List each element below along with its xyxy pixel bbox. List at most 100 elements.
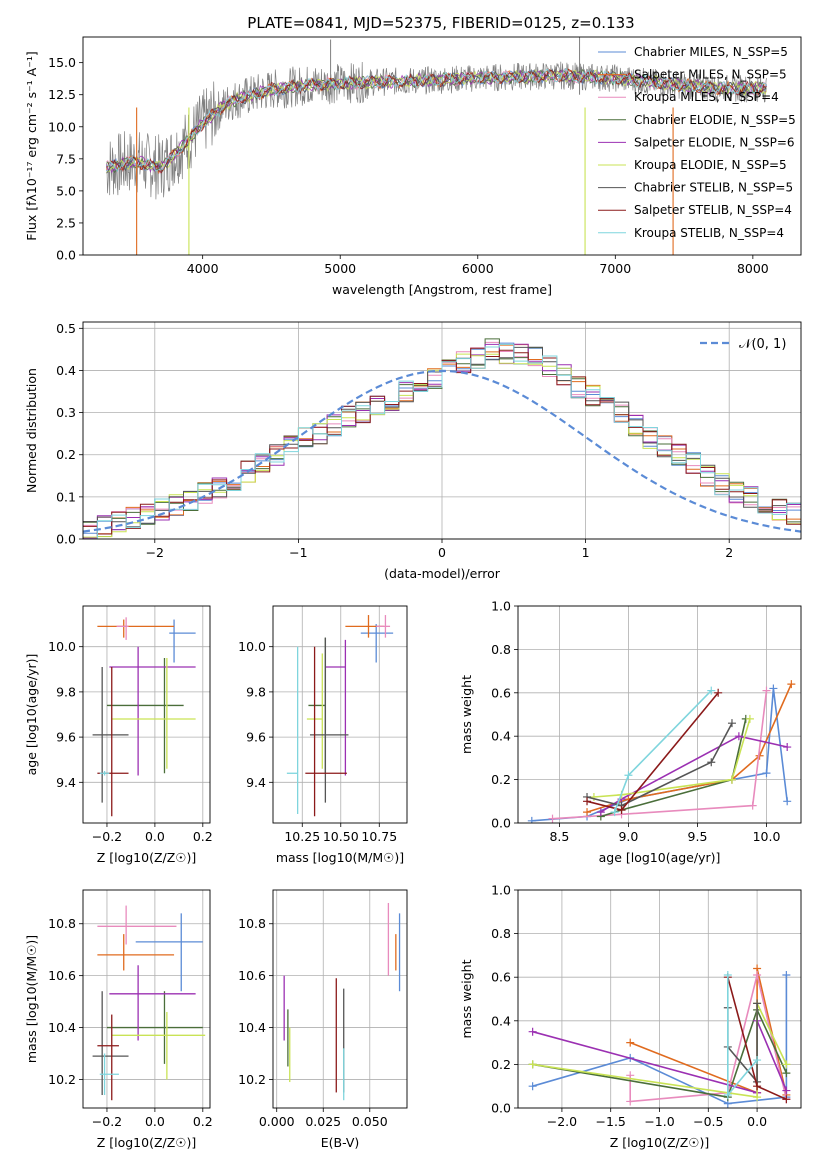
legend-label: Salpeter MILES, N_SSP=5 (634, 68, 787, 82)
x-axis-label: age [log10(age/yr)] (599, 850, 721, 865)
x-tick-label: −2 (146, 545, 164, 560)
y-tick-label: 2.5 (56, 215, 76, 230)
y-tick-label: 5.0 (56, 183, 76, 198)
legend-label: Kroupa ELODIE, N_SSP=5 (634, 158, 787, 172)
mass_vs_Z-panel: −0.2 0.0 0.2 10.2 10.4 10.6 10.8 Z [log10(Z/Z☉)… (24, 889, 213, 1150)
x-tick-label: 0.0 (145, 1114, 165, 1129)
x-tick-label: 10.0 (753, 829, 781, 844)
y-tick-label: 10.2 (238, 1072, 266, 1087)
y-tick-label: 10.6 (238, 968, 266, 983)
y-tick-label: 7.5 (56, 151, 76, 166)
y-tick-label: 10.6 (48, 968, 76, 983)
weight-marker-kroupa_elodie (745, 714, 754, 723)
y-tick-label: 0.2 (56, 447, 76, 462)
y-axis-label: age [log10(age/yr)] (24, 654, 39, 776)
x-tick-label: −1 (289, 545, 307, 560)
weight-marker-chabrier_stelib (753, 999, 762, 1008)
x-tick-label: −0.2 (92, 829, 122, 844)
x-tick-label: 10.50 (323, 829, 359, 844)
y-tick-label: 0.6 (491, 685, 511, 700)
weight-marker-kroupa_elodie (753, 1093, 762, 1102)
model-line-chabrier_elodie (106, 68, 767, 174)
y-tick-label: 10.8 (48, 916, 76, 931)
weight-marker-salpeter_stelib (714, 688, 723, 697)
weight-marker-kroupa_elodie (528, 1060, 537, 1069)
model-line-chabrier_stelib (106, 68, 767, 174)
x-tick-label: 5000 (324, 261, 356, 276)
weight-line-kroupa_miles (552, 690, 768, 820)
legend-label: 𝒩(0, 1) (739, 337, 786, 352)
weight-line-chabrier_elodie (532, 1007, 788, 1099)
axes-frame (272, 889, 408, 1109)
legend-label: Kroupa STELIB, N_SSP=4 (634, 226, 784, 240)
weight-marker-salpeter_elodie (734, 732, 743, 741)
weight-line-salpeter_miles (586, 683, 793, 813)
x-tick-label: −1.5 (596, 1114, 626, 1129)
x-tick-label: 2 (725, 545, 733, 560)
weight-marker-salpeter_elodie (782, 1086, 791, 1095)
mass_vs_Z-data (92, 905, 206, 1101)
y-tick-label: 1.0 (491, 883, 511, 898)
axes-frame (82, 605, 211, 824)
y-tick-label: 0.1 (56, 489, 76, 504)
x-tick-label: 0.050 (352, 1114, 388, 1129)
x-tick-label: 1 (582, 545, 590, 560)
weight-marker-salpeter_elodie (596, 808, 605, 817)
age_vs_Z-data (92, 617, 196, 817)
weight-marker-salpeter_elodie (783, 743, 792, 752)
y-tick-label: 15.0 (48, 55, 76, 70)
y-tick-label: 9.6 (56, 730, 76, 745)
residuals-data (83, 338, 801, 539)
legend-label: Chabrier ELODIE, N_SSP=5 (634, 113, 796, 127)
x-tick-label: 8.5 (549, 829, 569, 844)
weight-marker-chabrier_stelib (727, 719, 736, 728)
x-tick-label: −1.0 (644, 1114, 674, 1129)
y-tick-label: 0.8 (491, 926, 511, 941)
x-axis-label: mass [log10(M/M☉)] (276, 850, 404, 865)
x-tick-label: 0.2 (193, 1114, 213, 1129)
y-tick-label: 0.8 (491, 642, 511, 657)
axes-frame (517, 605, 802, 824)
weight-marker-kroupa_elodie (782, 1060, 791, 1069)
legend-label: Salpeter STELIB, N_SSP=4 (634, 203, 792, 217)
weight_vs_Z-panel: −2.0 −1.5 −1.0 −0.5 0.0 0.0 0.2 0.4 0.6 0.8 1.0 Z [… (459, 883, 802, 1150)
x-axis-label: Z [log10(Z/Z☉)] (97, 850, 197, 865)
legend-label: Chabrier STELIB, N_SSP=5 (634, 181, 793, 195)
weight-marker-chabrier_miles (783, 797, 792, 806)
y-axis-label: Flux [fλ10⁻¹⁷ erg cm⁻² s⁻¹ A⁻¹] (24, 51, 39, 240)
y-tick-label: 1.0 (491, 599, 511, 614)
axes-frame (272, 605, 408, 824)
x-tick-label: −0.2 (92, 1114, 122, 1129)
weight-marker-kroupa_stelib (707, 686, 716, 695)
weight-marker-kroupa_miles (748, 801, 757, 810)
y-tick-label: 10.0 (48, 639, 76, 654)
chart-title: PLATE=0841, MJD=52375, FIBERID=0125, z=0… (247, 14, 634, 32)
y-tick-label: 0.4 (491, 1013, 511, 1028)
weight-line-chabrier_miles (531, 688, 788, 822)
y-axis-label: mass weight (459, 959, 474, 1038)
histogram-chabrier_elodie (83, 338, 801, 537)
weight-marker-kroupa_stelib (610, 808, 619, 817)
y-tick-label: 10.4 (48, 1020, 76, 1035)
y-tick-label: 10.0 (238, 639, 266, 654)
age_vs_Z-panel: −0.2 0.0 0.2 9.4 9.6 9.8 10.0 Z [log10(Z/Z☉)] ag… (24, 605, 213, 865)
y-tick-label: 0.2 (491, 1057, 511, 1072)
weight-marker-kroupa_stelib (723, 971, 732, 980)
weight-line-kroupa_elodie (593, 718, 751, 798)
weight-marker-kroupa_stelib (723, 1090, 732, 1099)
x-tick-label: 10.25 (284, 829, 320, 844)
weight-marker-chabrier_stelib (707, 758, 716, 767)
x-axis-label: (data-model)/error (384, 566, 501, 581)
y-tick-label: 9.8 (56, 684, 76, 699)
x-tick-label: 0.0 (145, 829, 165, 844)
residuals-panel: −2 −1 0 1 2 0.0 0.1 0.2 0.3 0.4 0.5 (data-model)/er… (24, 321, 802, 581)
model-line-salpeter_stelib (106, 69, 767, 174)
x-axis-label: Z [log10(Z/Z☉)] (97, 1135, 197, 1150)
x-tick-label: 8000 (737, 261, 769, 276)
histogram-kroupa_stelib (83, 343, 801, 539)
x-tick-label: −0.5 (693, 1114, 723, 1129)
y-tick-label: 0.5 (56, 321, 76, 336)
legend-label: Kroupa MILES, N_SSP=4 (634, 90, 779, 104)
weight-marker-kroupa_miles (762, 686, 771, 695)
